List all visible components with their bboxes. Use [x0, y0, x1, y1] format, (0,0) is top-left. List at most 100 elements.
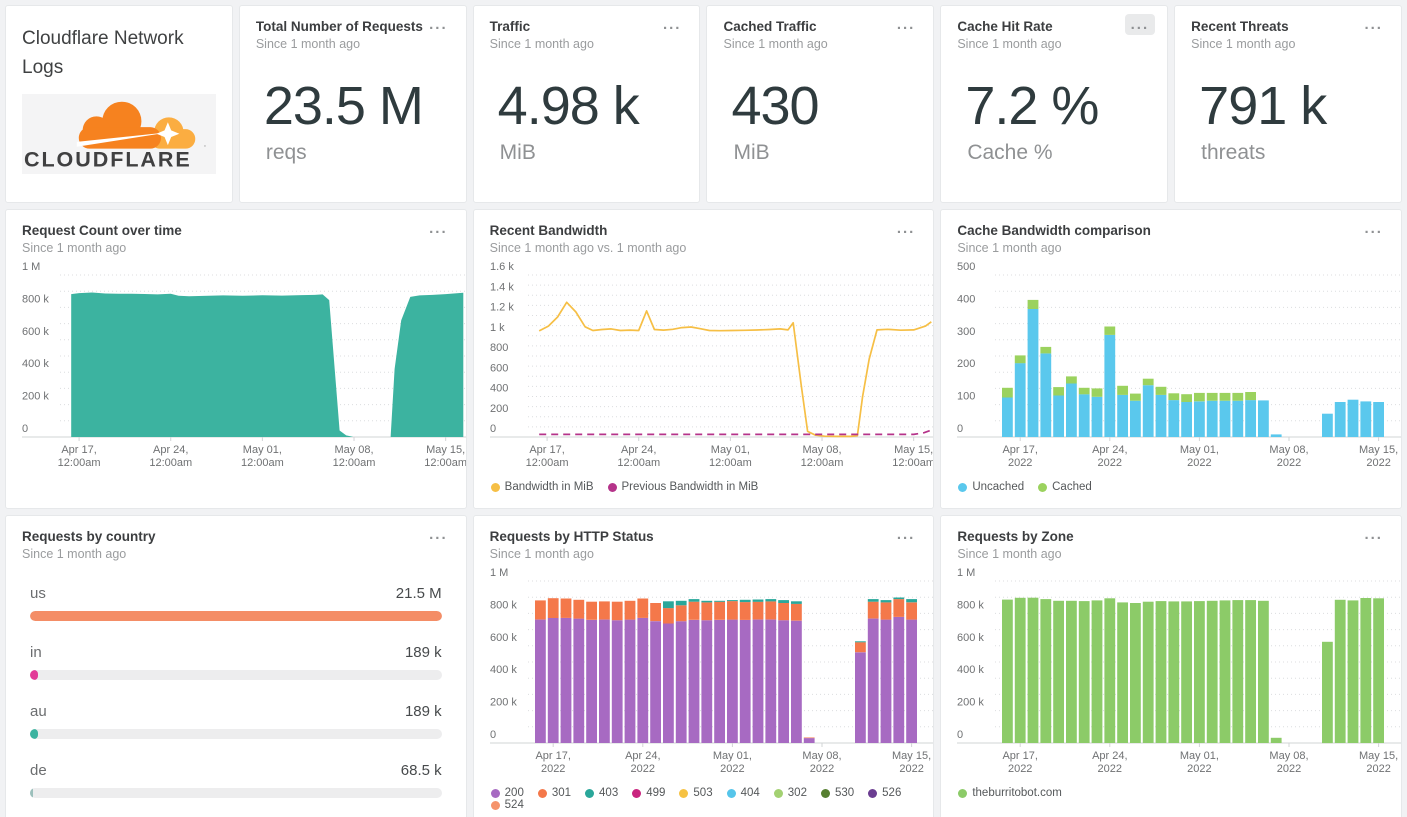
panel-title: Cache Bandwidth comparison — [957, 223, 1151, 238]
legend-item-Uncached[interactable]: Uncached — [958, 481, 1024, 493]
svg-text:May 08,: May 08, — [802, 444, 841, 456]
stat-panel-total-requests: ... Total Number of Requests Since 1 mon… — [238, 5, 467, 203]
panel-title: Recent Bandwidth — [489, 223, 608, 238]
legend-item-301[interactable]: 301 — [537, 787, 571, 799]
panel-title: Recent Threats — [1191, 19, 1289, 34]
legend-item-Cached[interactable]: Cached — [1038, 481, 1092, 493]
panel-menu-button[interactable]: ... — [1364, 526, 1383, 543]
svg-text:May 01,: May 01, — [243, 444, 282, 456]
panel-menu-button[interactable]: ... — [429, 220, 448, 237]
logo-wordmark: CLOUDFLARE — [24, 147, 192, 171]
svg-text:0: 0 — [490, 423, 496, 435]
svg-text:May 01,: May 01, — [712, 750, 751, 762]
legend-dot — [679, 788, 689, 798]
svg-text:400: 400 — [490, 383, 508, 395]
chart-panel-zone: ... Requests by Zone Since 1 month ago 1… — [940, 515, 1402, 817]
legend-item-526[interactable]: 526 — [868, 787, 901, 799]
svg-text:2022: 2022 — [1277, 763, 1301, 775]
country-bar[interactable] — [30, 729, 38, 739]
country-value: 189 k — [404, 644, 442, 661]
country-bar-track — [30, 729, 442, 739]
svg-text:Apr 17,: Apr 17, — [1003, 444, 1038, 456]
panel-subtitle: Since 1 month ago — [22, 241, 127, 255]
panel-menu-button[interactable]: ... — [429, 526, 448, 543]
country-value: 189 k — [404, 703, 442, 720]
chart-panel-http-status: ... Requests by HTTP Status Since 1 mont… — [472, 515, 935, 817]
legend-dot — [958, 482, 968, 492]
svg-text:Apr 17,: Apr 17, — [529, 444, 564, 456]
svg-text:May 01,: May 01, — [1180, 750, 1219, 762]
panel-menu-button[interactable]: ... — [1124, 14, 1156, 35]
panel-subtitle: Since 1 month ago — [723, 37, 828, 51]
legend-item-499[interactable]: 499 — [632, 787, 665, 799]
svg-text:May 01,: May 01, — [1180, 444, 1219, 456]
country-value: 21.5 M — [395, 585, 442, 602]
zone-chart[interactable]: 1 M 800 k 600 k 400 k 200 k 0 Apr 17, 2022 Apr 2… — [957, 567, 1401, 779]
svg-text:200: 200 — [490, 403, 508, 415]
panel-menu-button[interactable]: ... — [896, 526, 916, 543]
cache-bandwidth-chart[interactable]: 500 400 300 200 100 0 Apr 17, 2022 Apr 24, 2022 Ma… — [957, 261, 1401, 473]
dashboard-title: Cloudflare Network Logs — [22, 28, 184, 78]
svg-text:600 k: 600 k — [957, 632, 984, 644]
panel-menu-button[interactable]: ... — [662, 16, 682, 33]
legend-item-Bandwidth in MiB[interactable]: Bandwidth in MiB — [490, 481, 594, 493]
panel-title: Total Number of Requests — [255, 19, 423, 34]
legend-item-302[interactable]: 302 — [773, 787, 807, 799]
legend-item-403[interactable]: 403 — [585, 787, 618, 799]
svg-text:800 k: 800 k — [490, 599, 517, 611]
svg-text:2022: 2022 — [541, 763, 565, 775]
svg-text:12:00am: 12:00am — [241, 457, 284, 469]
legend-item-530[interactable]: 530 — [820, 787, 854, 799]
svg-text:2022: 2022 — [1367, 457, 1391, 469]
legend-item-524[interactable]: 524 — [490, 799, 524, 811]
svg-text:100: 100 — [957, 391, 975, 403]
legend-dot — [490, 788, 500, 798]
panel-subtitle: Since 1 month ago — [957, 241, 1062, 255]
svg-text:12:00am: 12:00am — [709, 457, 752, 469]
panel-menu-button[interactable]: ... — [1364, 220, 1383, 237]
panel-menu-button[interactable]: ... — [429, 16, 448, 33]
svg-text:1.6 k: 1.6 k — [490, 261, 514, 273]
svg-text:800 k: 800 k — [957, 599, 984, 611]
svg-text:May 15,: May 15, — [1359, 444, 1398, 456]
legend-dot — [773, 788, 783, 798]
legend-item-503[interactable]: 503 — [679, 787, 713, 799]
legend-item-404[interactable]: 404 — [726, 787, 760, 799]
request-count-chart[interactable]: 1 M 800 k 600 k 400 k 200 k 0 Apr 17, 12:00am Ap… — [22, 261, 466, 473]
stat-unit: threats — [1201, 141, 1266, 164]
stat-panel-cached-traffic: ... Cached Traffic Since 1 month ago 430… — [706, 5, 935, 203]
country-bar[interactable] — [30, 611, 442, 621]
panel-menu-button[interactable]: ... — [896, 16, 916, 33]
svg-text:400 k: 400 k — [22, 358, 49, 370]
svg-text:12:00am: 12:00am — [333, 457, 376, 469]
legend-item-Previous Bandwidth in MiB[interactable]: Previous Bandwidth in MiB — [607, 481, 758, 493]
panel-menu-button[interactable]: ... — [1364, 16, 1383, 33]
svg-text:2022: 2022 — [1367, 763, 1391, 775]
country-value: 68.5 k — [400, 762, 442, 779]
svg-text:May 15,: May 15, — [894, 444, 933, 456]
legend-item-200[interactable]: 200 — [490, 787, 524, 799]
country-bar[interactable] — [30, 788, 33, 798]
panel-subtitle: Since 1 month ago — [22, 547, 127, 561]
country-bar[interactable] — [30, 670, 38, 680]
http-status-chart[interactable]: 1 M 800 k 600 k 400 k 200 k 0 Apr 17, 2022 Apr 2… — [489, 567, 934, 779]
svg-text:800: 800 — [490, 342, 508, 354]
stat-unit: Cache % — [967, 141, 1053, 164]
chart-panel-cache-bandwidth: ... Cache Bandwidth comparison Since 1 m… — [940, 209, 1402, 509]
svg-text:600 k: 600 k — [490, 632, 517, 644]
legend-item-theburritobot.com[interactable]: theburritobot.com — [958, 787, 1062, 799]
stat-value: 430 — [731, 76, 819, 136]
svg-text:2022: 2022 — [1008, 457, 1032, 469]
legend-dot — [632, 788, 642, 798]
country-rows: us 21.5 M in 189 k au 189 k de 68.5 k — [30, 585, 442, 798]
svg-text:12:00am: 12:00am — [58, 457, 101, 469]
svg-text:2022: 2022 — [1008, 763, 1032, 775]
panel-menu-button[interactable]: ... — [896, 220, 916, 237]
svg-text:2022: 2022 — [1098, 763, 1122, 775]
svg-text:Apr 24,: Apr 24, — [625, 750, 660, 762]
svg-text:May 08,: May 08, — [1270, 444, 1309, 456]
panel-subtitle: Since 1 month ago — [957, 547, 1062, 561]
svg-text:1 M: 1 M — [957, 567, 975, 579]
